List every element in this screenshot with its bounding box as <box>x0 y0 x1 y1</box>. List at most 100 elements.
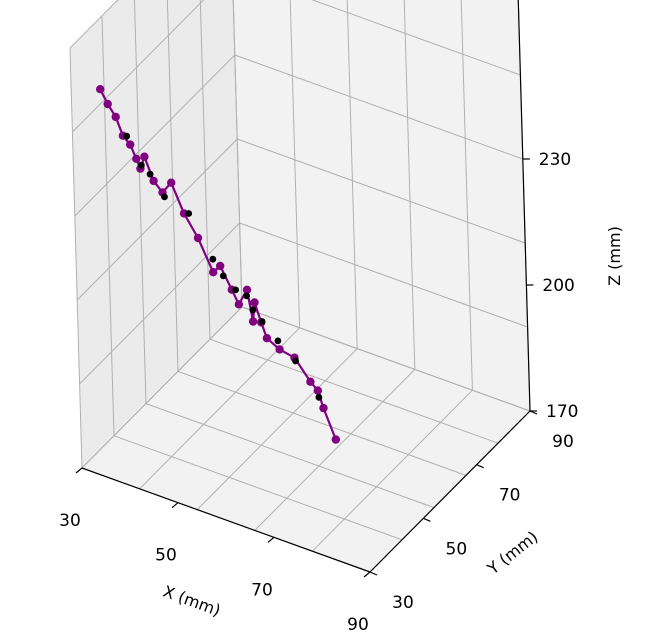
x-axis-line <box>81 467 371 573</box>
y-tick <box>423 517 431 522</box>
y-tick-label: 90 <box>552 432 574 452</box>
marker-point <box>274 337 282 345</box>
marker-point <box>123 132 131 140</box>
left-grid-y <box>166 0 179 372</box>
series-line <box>99 88 337 440</box>
marker-point <box>219 272 227 280</box>
axis-panes <box>70 0 530 572</box>
x-tick <box>171 502 179 509</box>
left-grid-z <box>81 306 243 469</box>
x-tick <box>75 467 83 474</box>
floor-grid-y <box>113 435 403 541</box>
x-tick-label: 50 <box>155 546 177 566</box>
data-point <box>103 99 112 109</box>
y-axis-line <box>369 410 531 573</box>
left-grid-y <box>69 47 83 469</box>
floor-grid-y <box>209 338 499 444</box>
z-tick-label: 200 <box>542 276 574 296</box>
floor-grid-y <box>177 370 467 476</box>
data-point <box>319 403 328 413</box>
marker-point <box>232 286 240 294</box>
data-point <box>167 178 176 187</box>
left-grid-z <box>72 0 205 133</box>
floor-pane <box>82 307 530 572</box>
x-tick-label: 70 <box>251 580 273 600</box>
data-point <box>248 317 258 326</box>
floor-grid-x <box>139 327 300 490</box>
data-point <box>111 112 120 122</box>
back-grid-z <box>311 0 521 76</box>
y-tick <box>476 464 484 469</box>
left-grid-z <box>69 0 119 49</box>
x-tick <box>267 536 275 543</box>
z-tick-label: 170 <box>546 402 578 422</box>
marker-point <box>249 306 257 314</box>
z-axis-label: Z (mm) <box>605 226 624 286</box>
data-point <box>132 154 141 163</box>
y-tick <box>369 571 378 576</box>
y-tick-label: 70 <box>499 486 521 506</box>
y-tick-label: 50 <box>446 539 468 559</box>
left-grid-y <box>199 0 211 340</box>
left-grid-z <box>76 138 238 301</box>
tick-marks <box>75 158 538 578</box>
floor-grid-y <box>145 403 435 509</box>
data-point <box>331 435 340 444</box>
data-point <box>140 152 149 161</box>
x-axis-label: X (mm) <box>161 582 224 620</box>
z-tick-label: 230 <box>539 150 571 170</box>
data-point <box>234 300 243 309</box>
back-grid-x <box>346 0 358 349</box>
back-grid-z <box>237 138 526 244</box>
data-point <box>306 377 315 386</box>
marker-point <box>258 318 266 325</box>
left-grid-z <box>79 222 240 385</box>
marker-point <box>209 255 217 263</box>
axis-lines <box>81 0 531 573</box>
data-series <box>96 85 340 444</box>
series-0 <box>96 85 340 444</box>
marker-point <box>137 161 145 169</box>
floor-grid-y <box>241 306 531 412</box>
back-grid-x <box>289 0 301 328</box>
floor-grid-x <box>312 389 473 552</box>
y-tick-label: 30 <box>392 593 414 613</box>
data-point <box>313 386 322 395</box>
left-grid-y <box>133 0 147 404</box>
data-point <box>242 285 252 294</box>
marker-point <box>146 170 154 178</box>
left-grid-z <box>74 54 236 217</box>
data-point <box>209 268 218 277</box>
back-grid-x <box>460 0 473 391</box>
marker-point <box>185 210 193 217</box>
tick-labels: 30 50 70 90 30 50 70 90 170 200 230 270 <box>59 0 578 635</box>
series-1 <box>123 132 323 401</box>
z-axis-line <box>517 0 531 412</box>
data-point <box>126 140 135 149</box>
left-grid-y <box>232 0 243 308</box>
back-grid-z <box>234 54 523 160</box>
back-grid-x <box>403 0 416 370</box>
marker-point <box>243 292 251 300</box>
back-grid-z <box>239 222 528 328</box>
data-point <box>149 176 158 186</box>
x-tick-label: 30 <box>59 511 81 531</box>
data-point <box>96 85 105 94</box>
marker-point <box>292 357 299 365</box>
data-point <box>193 233 203 243</box>
marker-point <box>315 393 323 401</box>
data-point <box>275 345 284 354</box>
floor-grid-x <box>254 369 416 531</box>
data-point <box>216 261 225 271</box>
x-tick <box>363 571 371 578</box>
marker-point <box>161 193 168 201</box>
gridlines <box>69 0 531 573</box>
y-axis-label: Y (mm) <box>483 527 542 579</box>
back-pane <box>233 0 530 411</box>
x-tick-label: 90 <box>347 615 369 635</box>
data-point <box>250 298 259 307</box>
z-tick-label: 270 <box>534 0 566 2</box>
data-point <box>262 334 272 343</box>
left-grid-y <box>101 15 115 436</box>
